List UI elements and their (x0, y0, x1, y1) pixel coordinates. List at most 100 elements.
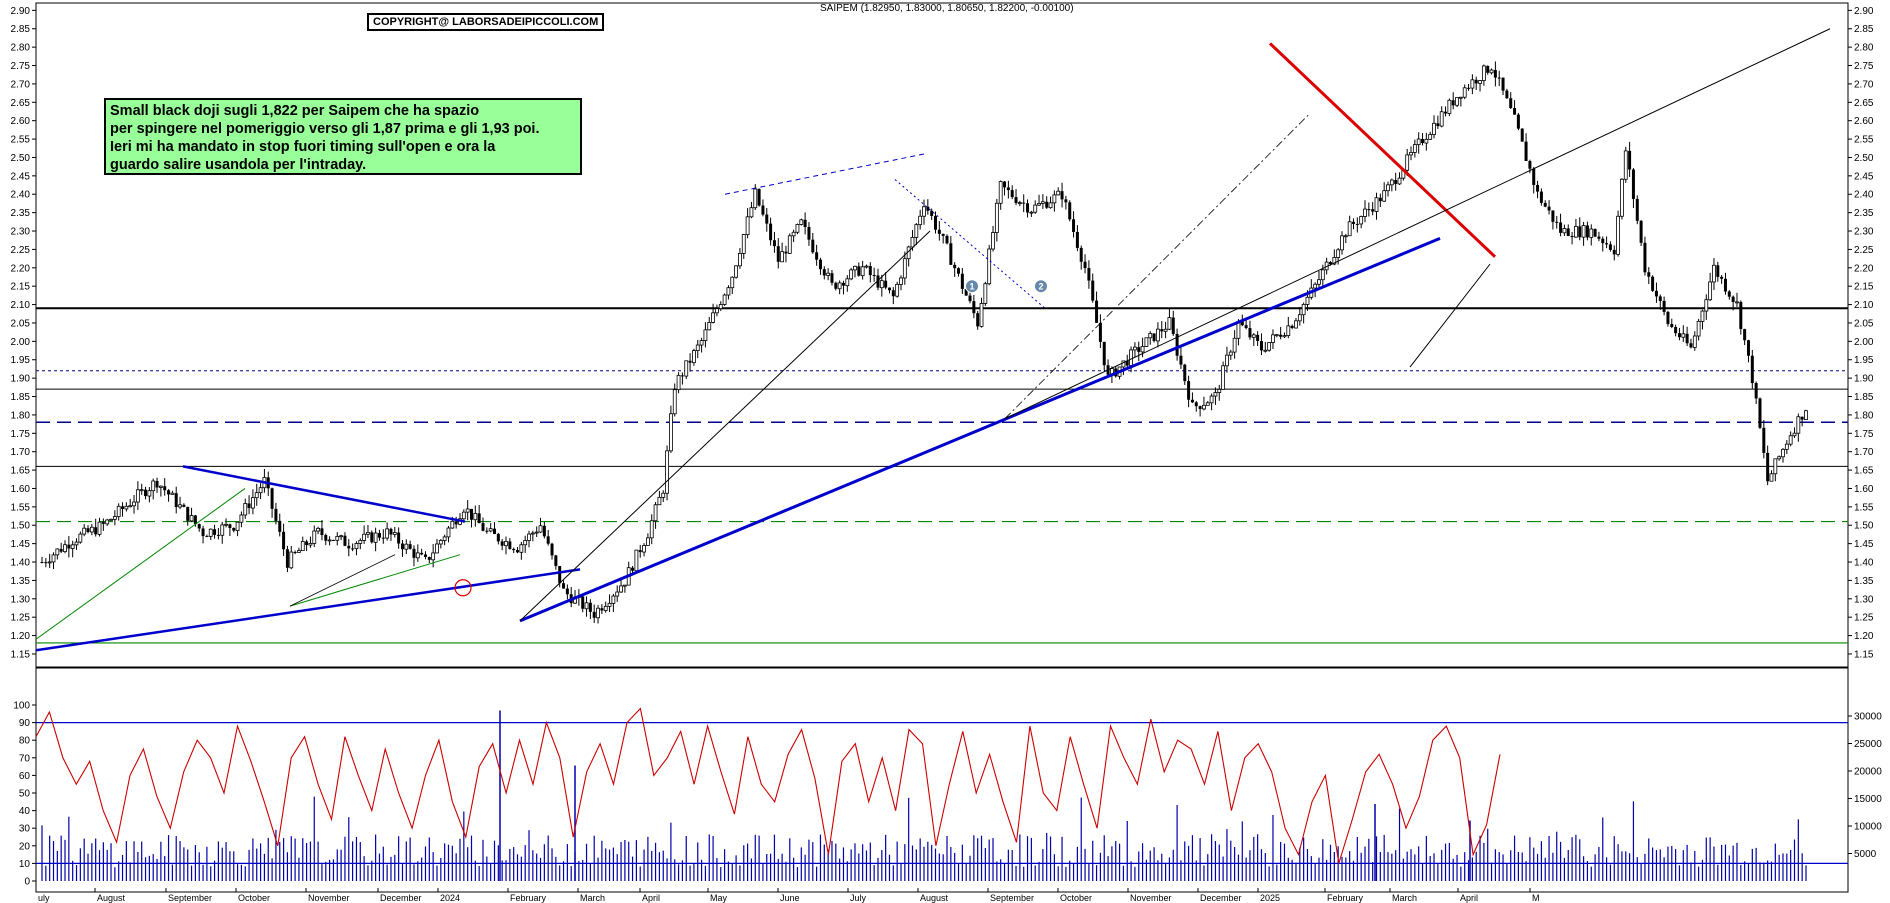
candle-body-down (1593, 229, 1597, 237)
x-tick-label: November (1130, 893, 1172, 903)
candle-body-up (672, 389, 677, 415)
candle-body-up (1121, 360, 1126, 368)
y-tick-label: 2.40 (11, 190, 31, 201)
candle-body-down (174, 493, 178, 508)
candle-body-down (765, 214, 769, 224)
candle-body-up (112, 516, 117, 520)
vol-tick-label: 20000 (1854, 767, 1882, 778)
candle-body-up (97, 521, 102, 535)
candle-body-up (1029, 211, 1034, 214)
candle-body-up (922, 206, 926, 217)
candle-body-up (707, 322, 712, 331)
candle-body-up (105, 519, 110, 525)
candle-body-down (1290, 325, 1294, 329)
candle-body-down (1547, 206, 1551, 211)
candle-body-up (1804, 410, 1808, 421)
candle-body-down (67, 544, 71, 549)
candle-body-up (603, 605, 608, 611)
candle-body-down (807, 227, 811, 240)
highlight-circle (454, 579, 472, 597)
candle-body-up (1409, 152, 1413, 156)
candle-body-up (730, 276, 735, 289)
candle-body-up (208, 528, 213, 537)
osc-tick-label: 10 (19, 859, 31, 870)
y-tick-label: 2.60 (11, 116, 31, 127)
candle-body-up (128, 505, 133, 508)
candle-body-down (769, 223, 773, 241)
candle-body-up (239, 514, 244, 523)
candle-body-down (1520, 128, 1524, 142)
osc-tick-label: 80 (19, 736, 31, 747)
candle-body-down (1605, 243, 1609, 245)
candle-body-down (868, 266, 872, 276)
horizontal-levels (36, 307, 1848, 644)
candle-body-up (63, 544, 67, 553)
candle-body-down (815, 252, 819, 260)
candle-body-up (354, 543, 359, 549)
x-tick-label: 2024 (440, 893, 460, 903)
candle-body-down (1643, 242, 1647, 273)
candle-body-down (94, 527, 98, 535)
candle-body-down (1436, 123, 1440, 127)
candle-body-up (55, 548, 60, 556)
candle-body-down (1493, 70, 1497, 78)
candle-body-down (1628, 150, 1632, 170)
candle-body-down (1091, 280, 1095, 301)
time-axis: uly August September October November Decembe… (35, 888, 1540, 903)
candle-body-down (331, 539, 335, 541)
candle-body-up (1458, 96, 1463, 99)
candle-body-down (834, 282, 838, 289)
candle-body-down (121, 506, 125, 509)
candle-body-up (1712, 264, 1716, 283)
candle-body-up (1681, 333, 1686, 338)
candle-body-down (1137, 347, 1141, 352)
candle-body-up (1412, 144, 1417, 153)
candle-body-down (1559, 222, 1563, 233)
candle-body-down (1240, 321, 1244, 326)
candle-body-down (293, 552, 297, 554)
candle-body-up (1424, 138, 1429, 144)
marker-label: 2 (1038, 282, 1043, 292)
candle-body-up (1416, 138, 1421, 146)
y-tick-label: 2.05 (1854, 318, 1874, 329)
candle-body-down (784, 251, 788, 254)
candle-body-up (362, 533, 367, 541)
candle-body-down (631, 567, 635, 571)
candle-body-up (1286, 325, 1291, 336)
y-tick-label: 2.70 (11, 79, 31, 90)
y-tick-label: 2.00 (1854, 337, 1874, 348)
candle-body-up (1156, 328, 1160, 342)
candle-body-down (857, 266, 861, 276)
candle-body-down (454, 521, 458, 525)
candle-body-up (837, 282, 842, 290)
candle-body-down (1045, 201, 1049, 208)
candle-body-down (1183, 364, 1187, 382)
candle-body-down (1524, 141, 1528, 162)
candle-body-up (415, 552, 420, 559)
y-tick-label: 2.85 (1854, 24, 1874, 35)
candle-body-up (158, 485, 163, 488)
candle-body-up (1267, 342, 1272, 351)
candle-body-up (435, 543, 439, 554)
candle-body-up (527, 533, 531, 541)
candle-body-down (818, 259, 822, 270)
y-tick-label: 1.95 (11, 355, 31, 366)
y-tick-label: 2.20 (11, 263, 31, 274)
candle-body-down (1026, 203, 1030, 213)
candle-body-up (178, 504, 182, 508)
candle-body-up (749, 207, 754, 218)
candle-body-up (1447, 99, 1452, 114)
candle-body-down (1060, 191, 1064, 200)
candle-body-up (849, 269, 854, 280)
candle-body-down (680, 375, 684, 377)
candle-body-down (1601, 238, 1605, 244)
candle-body-up (684, 360, 689, 377)
y-tick-label: 1.30 (11, 594, 31, 605)
x-tick-label: September (168, 893, 212, 903)
marker-circle (1034, 279, 1048, 294)
candle-body-up (994, 202, 999, 233)
candle-body-up (665, 450, 669, 494)
candle-body-down (588, 602, 592, 612)
y-tick-label: 1.20 (11, 631, 31, 642)
